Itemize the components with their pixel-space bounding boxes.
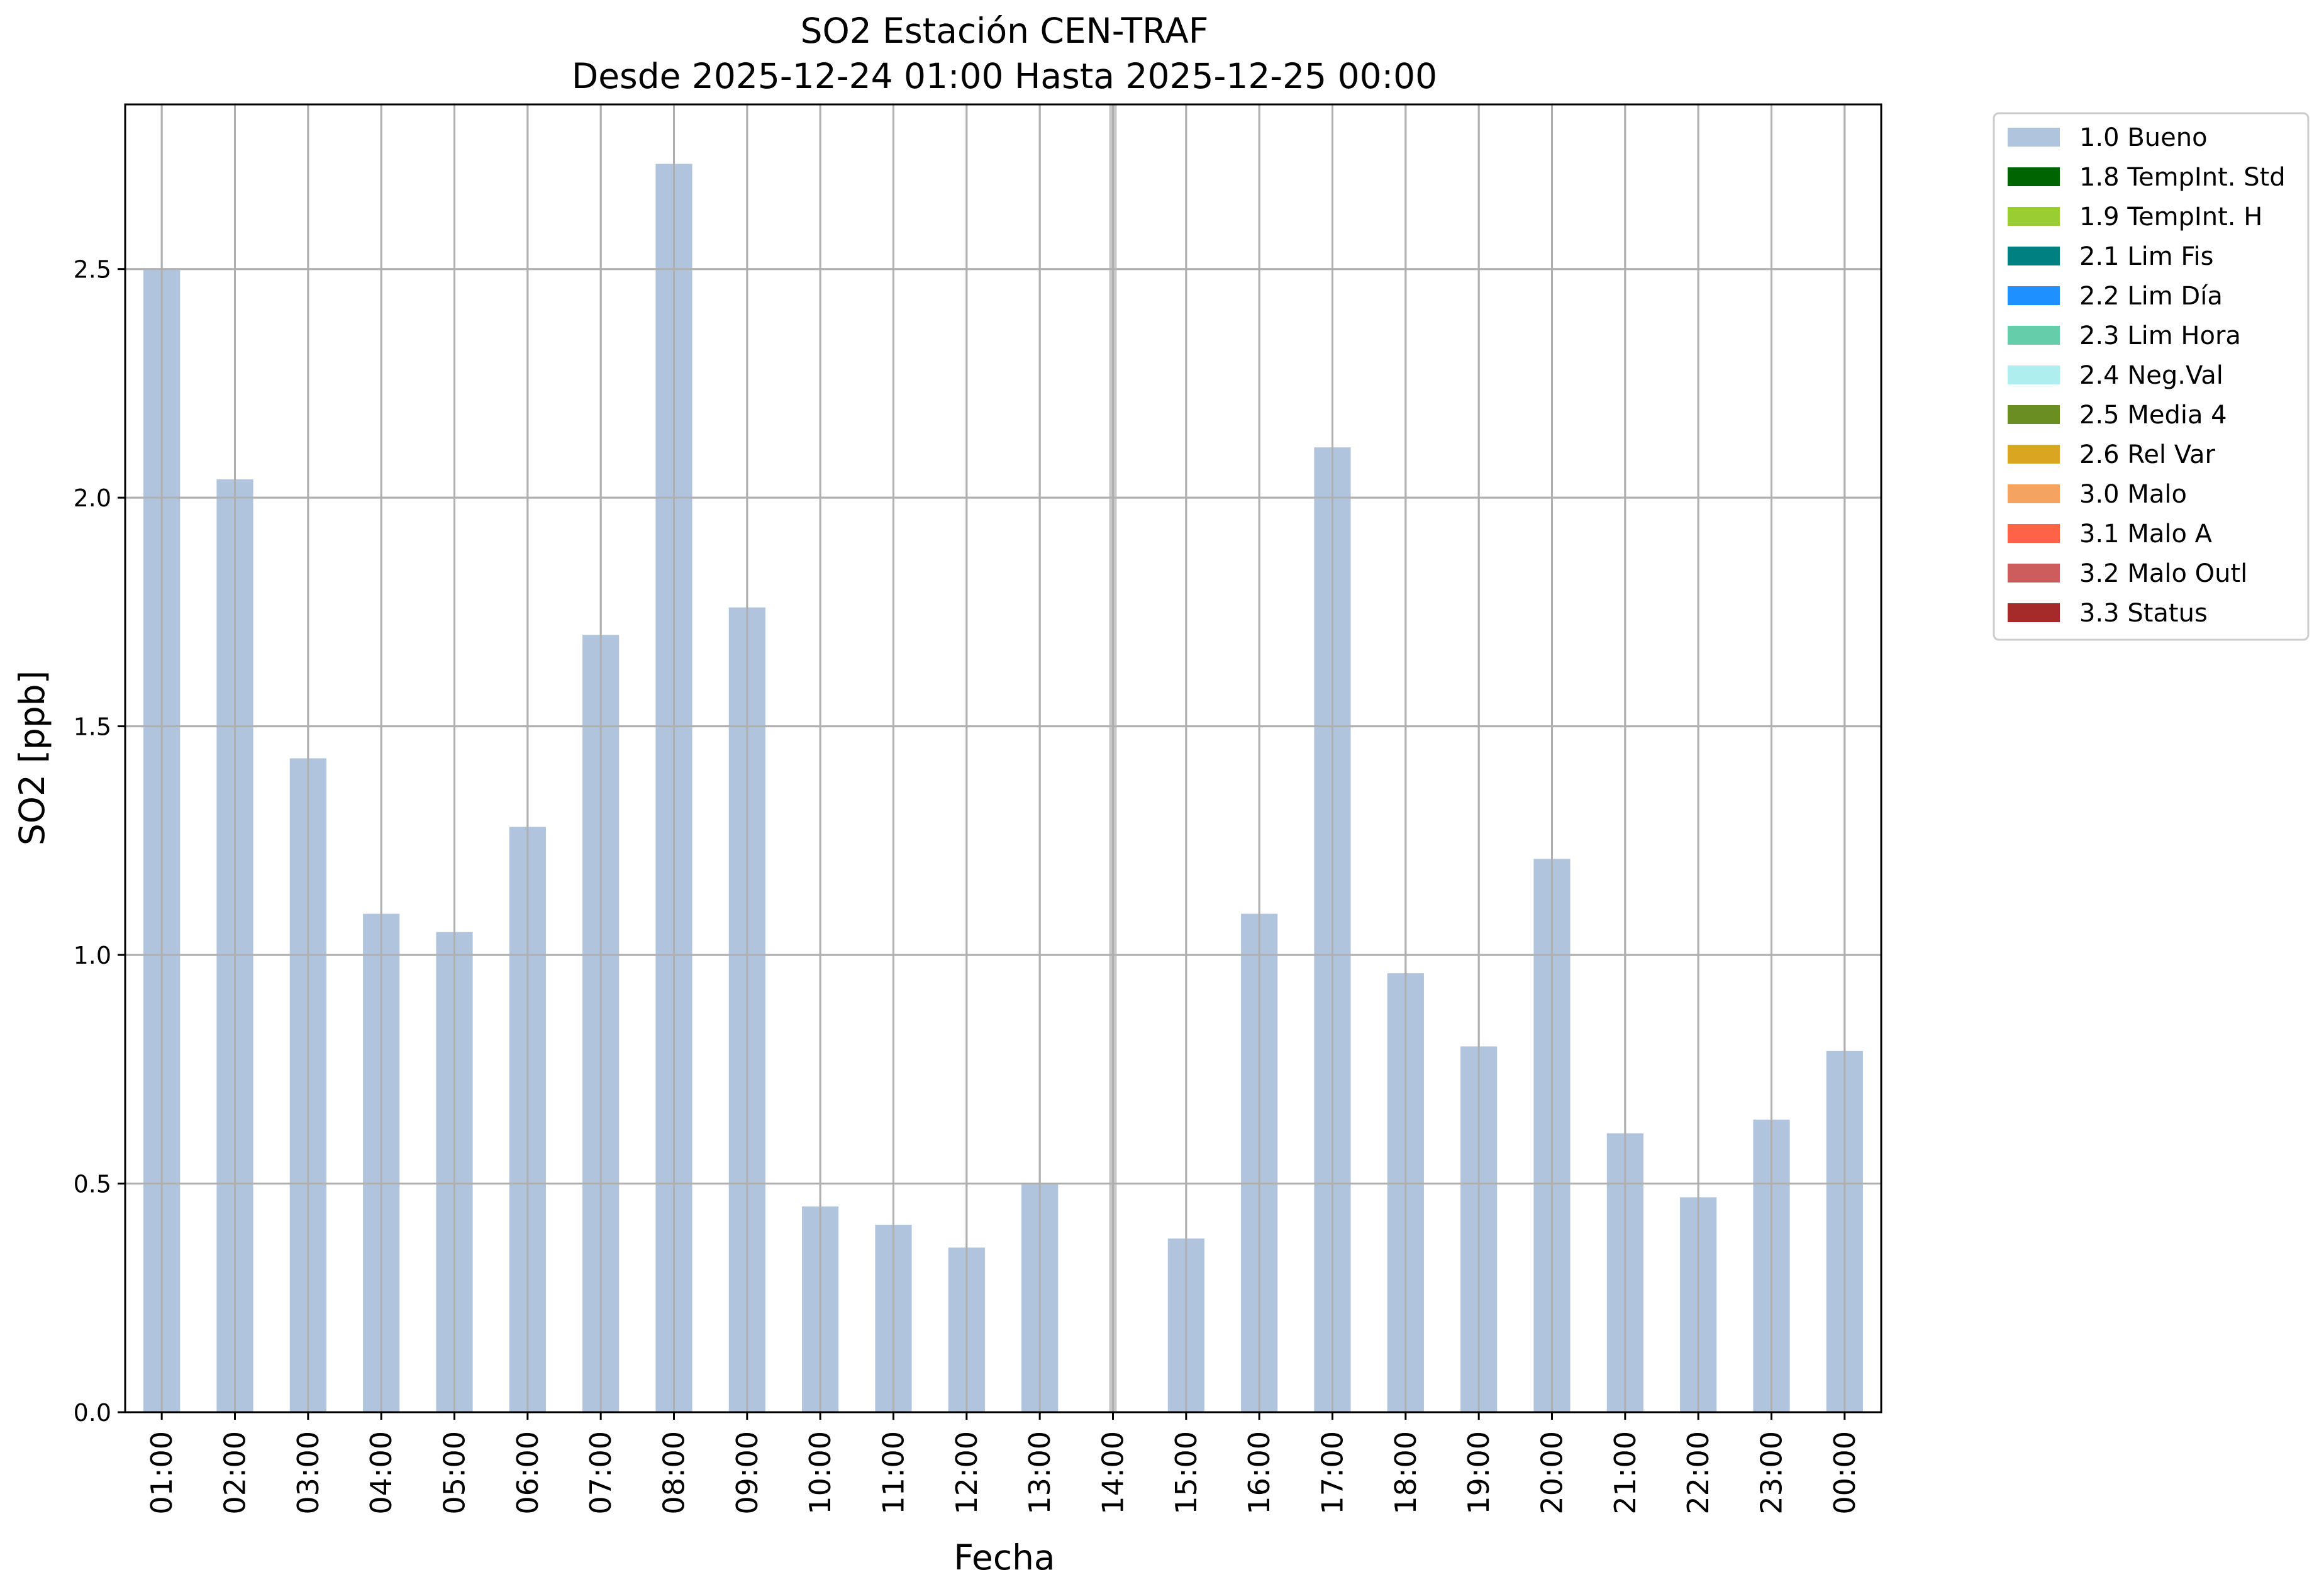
legend-swatch: [2008, 445, 2060, 464]
legend-swatch: [2008, 405, 2060, 424]
legend-label: 3.2 Malo Outl: [2079, 559, 2247, 588]
legend-swatch: [2008, 326, 2060, 345]
y-tick-label: 2.0: [74, 484, 111, 512]
x-tick-label: 19:00: [1462, 1431, 1496, 1515]
x-tick-label: 08:00: [657, 1431, 691, 1515]
bars: [125, 104, 1881, 1413]
legend-swatch: [2008, 484, 2060, 503]
legend-label: 1.9 TempInt. H: [2079, 203, 2262, 231]
plot-frame: [124, 103, 1882, 1413]
y-axis-label: SO2 [ppb]: [12, 671, 52, 845]
chart-subtitle: Desde 2025-12-24 01:00 Hasta 2025-12-25 …: [572, 56, 1437, 96]
x-tick-label: 16:00: [1242, 1431, 1276, 1515]
legend-label: 3.0 Malo: [2079, 480, 2187, 509]
x-tick-label: 17:00: [1316, 1431, 1350, 1515]
y-tick-label: 2.5: [74, 256, 111, 284]
legend-label: 1.0 Bueno: [2079, 123, 2208, 152]
y-axis-ticks: 0.0 0.5 1.0 1.5 2.0 2.5: [74, 256, 125, 1427]
legend-label: 1.8 TempInt. Std: [2079, 163, 2286, 192]
x-tick-label: 20:00: [1535, 1431, 1569, 1515]
x-tick-label: 06:00: [511, 1431, 545, 1515]
legend-swatch: [2008, 564, 2060, 582]
legend-label: 2.6 Rel Var: [2079, 440, 2216, 469]
legend-swatch: [2008, 365, 2060, 384]
y-tick-label: 0.0: [74, 1399, 111, 1427]
x-tick-label: 03:00: [291, 1431, 325, 1515]
y-tick-label: 0.5: [74, 1171, 111, 1198]
legend-swatch: [2008, 128, 2060, 147]
y-tick-label: 1.5: [74, 713, 111, 741]
x-tick-label: 10:00: [803, 1431, 837, 1515]
legend-swatch: [2008, 524, 2060, 543]
legend-label: 2.2 Lim Día: [2079, 282, 2223, 311]
legend-label: 2.1 Lim Fis: [2079, 242, 2213, 271]
legend-swatch: [2008, 167, 2060, 186]
x-tick-label: 12:00: [950, 1431, 984, 1515]
x-tick-label: 18:00: [1389, 1431, 1423, 1515]
x-tick-label: 09:00: [730, 1431, 764, 1515]
x-tick-label: 22:00: [1681, 1431, 1715, 1515]
x-tick-label: 15:00: [1169, 1431, 1203, 1515]
legend-label: 2.4 Neg.Val: [2079, 361, 2223, 390]
legend-label: 2.5 Media 4: [2079, 401, 2227, 430]
legend-swatch: [2008, 603, 2060, 622]
x-tick-label: 07:00: [584, 1431, 618, 1515]
chart-title: SO2 Estación CEN-TRAF: [801, 11, 1209, 51]
x-axis-ticks: 01:00 02:00 03:00 04:00 05:00 06:00 07:00 08:00…: [145, 1412, 1862, 1515]
x-tick-label: 11:00: [877, 1431, 911, 1515]
x-axis-label: Fecha: [954, 1537, 1055, 1578]
legend-label: 3.1 Malo A: [2079, 520, 2213, 549]
legend-swatch: [2008, 247, 2060, 265]
legend-label: 3.3 Status: [2079, 599, 2208, 628]
legend-swatch: [2008, 286, 2060, 305]
legend-swatch: [2008, 207, 2060, 226]
y-tick-label: 1.0: [74, 942, 111, 969]
legend: 1.0 Bueno 1.8 TempInt. Std 1.9 TempInt. H 2…: [1993, 112, 2310, 641]
legend-frame: [1993, 112, 2310, 641]
x-tick-label: 02:00: [218, 1431, 252, 1515]
x-tick-label: 21:00: [1608, 1431, 1642, 1515]
x-tick-label: 01:00: [145, 1431, 179, 1515]
x-tick-label: 05:00: [438, 1431, 472, 1515]
x-tick-label: 14:00: [1096, 1431, 1130, 1515]
x-tick-label: 00:00: [1828, 1431, 1862, 1515]
legend-label: 2.3 Lim Hora: [2079, 321, 2241, 350]
x-tick-label: 23:00: [1755, 1431, 1789, 1515]
x-tick-label: 13:00: [1023, 1431, 1057, 1515]
x-tick-label: 04:00: [364, 1431, 398, 1515]
